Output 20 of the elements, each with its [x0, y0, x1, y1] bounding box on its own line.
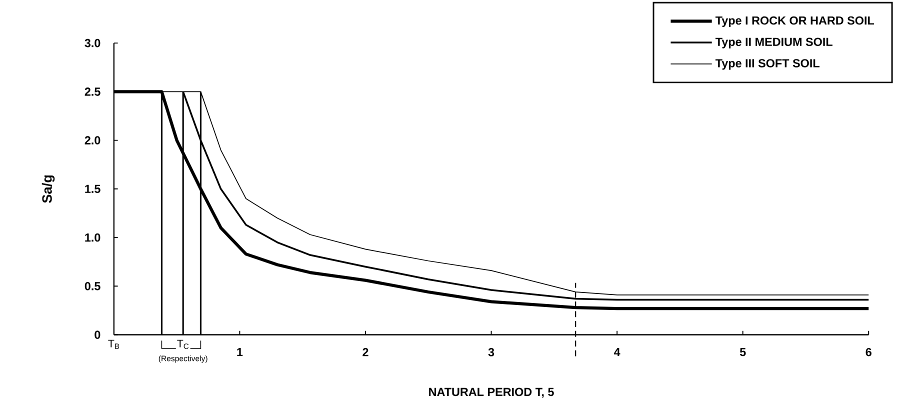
x-axis-title: NATURAL PERIOD T, 5	[429, 388, 554, 398]
legend-label: Type II MEDIUM SOIL	[715, 38, 832, 48]
y-axis-title: Sa/g	[42, 175, 55, 203]
y-tick-label: 3.0	[84, 38, 100, 48]
x-tick-label: 1	[237, 348, 243, 356]
x-tick-label: 5	[740, 348, 746, 356]
legend-label: Type I ROCK OR HARD SOIL	[715, 16, 874, 27]
y-tick-label: 0.5	[84, 282, 100, 290]
legend-label: Type III SOFT SOIL	[715, 58, 820, 70]
x-tick-label: 2	[362, 348, 368, 356]
y-tick-label: 1.5	[85, 184, 100, 193]
text: T$_{B}$	[108, 340, 120, 349]
y-tick-label: 0	[94, 330, 100, 339]
x-tick-label: 4	[614, 348, 620, 356]
text: T$_{C}$	[177, 340, 189, 349]
x-tick-label: 6	[866, 348, 872, 356]
y-tick-label: 2.0	[84, 136, 100, 144]
y-tick-label: 1.0	[85, 233, 100, 242]
x-tick-label: 3	[488, 348, 494, 356]
y-tick-label: 2.5	[84, 87, 100, 96]
